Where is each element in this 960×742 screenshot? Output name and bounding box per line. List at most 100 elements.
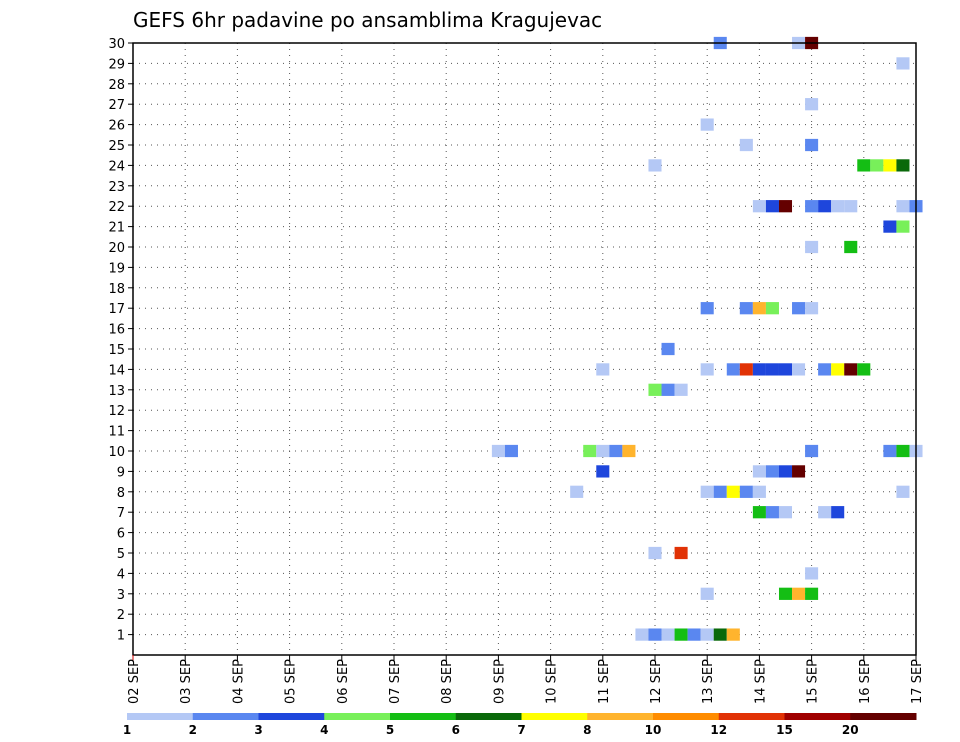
y-tick-label: 30 xyxy=(108,37,125,52)
precip-cell xyxy=(805,138,819,152)
precip-cell xyxy=(739,138,753,152)
x-tick-label: 12 SEP xyxy=(649,659,664,704)
precip-cell xyxy=(752,302,766,315)
precip-cell xyxy=(661,342,675,356)
precip-cell xyxy=(896,220,910,233)
precip-cell xyxy=(700,485,714,498)
precip-cell xyxy=(674,383,688,396)
precip-cell xyxy=(896,200,910,213)
precip-cell xyxy=(752,465,766,478)
colorbar-swatch xyxy=(521,713,588,720)
precip-cell xyxy=(778,506,793,519)
precip-cell xyxy=(739,485,753,498)
precip-cell xyxy=(504,444,518,458)
y-tick-label: 12 xyxy=(108,404,125,419)
precip-cell xyxy=(648,546,662,560)
precip-cell xyxy=(713,485,727,498)
precip-cell xyxy=(792,302,806,315)
y-tick-label: 22 xyxy=(108,200,125,215)
y-tick-label: 15 xyxy=(108,343,125,358)
precip-cell xyxy=(883,159,897,172)
x-tick-label: 15 SEP xyxy=(806,659,821,704)
colorbar-label: 10 xyxy=(645,723,662,737)
colorbar-label: 12 xyxy=(710,723,727,737)
precip-cell xyxy=(831,363,845,376)
precip-cell xyxy=(805,98,819,111)
precip-cell xyxy=(765,363,779,376)
y-tick-label: 6 xyxy=(117,527,125,542)
colorbar-swatch xyxy=(192,713,259,720)
y-tick-label: 7 xyxy=(117,506,125,521)
precip-cell xyxy=(570,485,584,498)
y-tick-label: 2 xyxy=(117,608,125,623)
precip-cell xyxy=(818,363,832,376)
y-tick-label: 29 xyxy=(108,57,125,72)
colorbar-label: 8 xyxy=(583,723,591,737)
x-tick-label: 02 SEP xyxy=(127,659,142,704)
colorbar-swatch xyxy=(258,713,325,720)
precip-cell xyxy=(596,465,610,478)
precip-cell xyxy=(752,363,766,376)
precip-cell xyxy=(896,57,910,70)
precip-cell xyxy=(752,200,766,213)
x-tick-label: 03 SEP xyxy=(179,659,194,704)
precip-cell xyxy=(726,363,740,376)
y-tick-label: 23 xyxy=(108,180,125,195)
x-tick-label: 08 SEP xyxy=(440,659,455,704)
chart-title: GEFS 6hr padavine po ansamblima Kragujev… xyxy=(133,8,602,32)
precip-cell xyxy=(726,485,740,498)
precip-cell xyxy=(805,587,819,600)
precip-cell xyxy=(765,506,779,519)
precip-cell xyxy=(883,220,897,233)
y-tick-label: 19 xyxy=(108,261,125,276)
colorbar-label: 5 xyxy=(386,723,394,737)
colorbar-label: 3 xyxy=(254,723,262,737)
precip-cell xyxy=(831,200,845,213)
y-tick-label: 26 xyxy=(108,119,125,134)
precip-cell xyxy=(713,628,727,641)
colorbar-swatch xyxy=(784,713,851,720)
precip-cell xyxy=(674,546,688,560)
plot-frame xyxy=(132,42,917,656)
y-tick-label: 16 xyxy=(108,323,125,338)
precip-cell xyxy=(583,444,597,458)
x-tick-label: 17 SEP xyxy=(910,659,925,704)
y-tick-label: 14 xyxy=(108,363,125,378)
precip-cell xyxy=(805,567,819,580)
x-tick-label: 16 SEP xyxy=(858,659,873,704)
precip-cell xyxy=(844,363,858,376)
colorbar-label: 2 xyxy=(189,723,197,737)
precip-cell xyxy=(857,363,871,376)
y-tick-label: 13 xyxy=(108,384,125,399)
x-tick-label: 05 SEP xyxy=(284,659,299,704)
precip-cell xyxy=(805,240,819,254)
y-tick-label: 28 xyxy=(108,78,125,93)
colorbar-swatch xyxy=(324,713,391,720)
y-tick-label: 20 xyxy=(108,241,125,256)
precip-cell xyxy=(648,159,662,172)
y-tick-label: 24 xyxy=(108,159,125,174)
precip-cell xyxy=(661,383,675,396)
precip-cell xyxy=(596,444,610,458)
precip-cell xyxy=(844,240,858,254)
colorbar: 1 2 3 4 5 6 7 8 10 12 15 20 xyxy=(123,713,917,737)
precip-cell xyxy=(765,200,779,213)
y-tick-label: 17 xyxy=(108,302,125,317)
x-tick-label: 10 SEP xyxy=(545,659,560,704)
precip-cells xyxy=(491,36,923,641)
grid xyxy=(132,42,917,655)
colorbar-label: 4 xyxy=(320,723,328,737)
colorbar-swatch xyxy=(390,713,457,720)
precip-cell xyxy=(700,118,714,131)
y-tick-label: 4 xyxy=(117,567,125,582)
precip-cell xyxy=(700,587,714,600)
precip-cell xyxy=(765,302,779,315)
precip-cell xyxy=(687,628,701,641)
y-tick-label: 18 xyxy=(108,282,125,297)
precip-cell xyxy=(805,444,819,458)
precip-cell xyxy=(609,444,623,458)
precip-cell xyxy=(700,302,714,315)
precip-cell xyxy=(870,159,884,172)
precip-cell xyxy=(674,628,688,641)
